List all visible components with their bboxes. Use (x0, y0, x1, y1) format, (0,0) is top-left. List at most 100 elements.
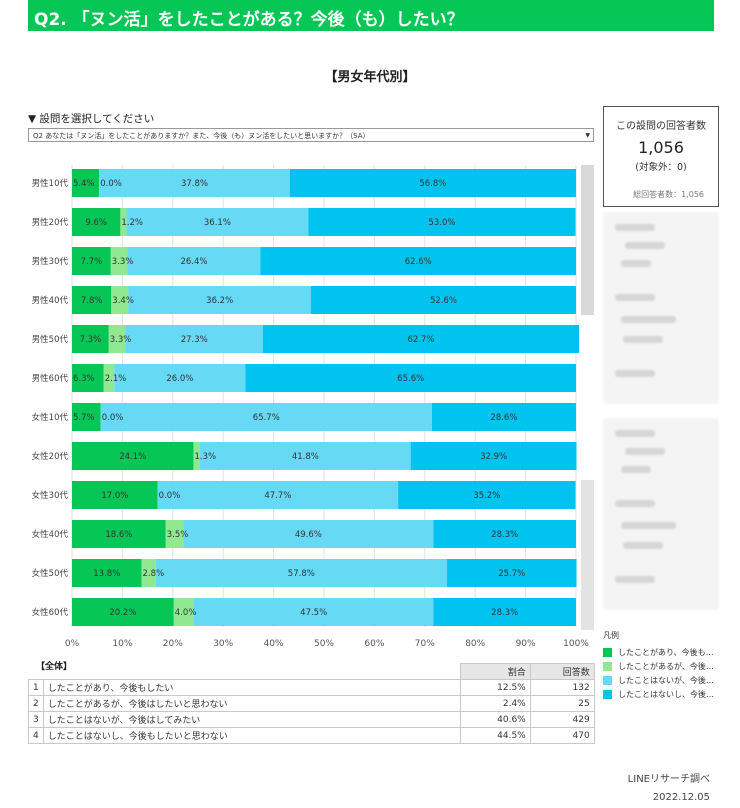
legend-label: したことはないが、今後… (618, 675, 714, 685)
table-cell-ratio: 12.5% (459, 679, 531, 696)
data-label: 3.3% (112, 257, 134, 267)
data-label: 3.4% (112, 296, 134, 306)
chart-scrollbar-thumb[interactable] (581, 480, 594, 630)
table-cell-text: したことがあり、今後もしたい (42, 679, 461, 696)
ratio-header: 割合 (459, 663, 531, 680)
legend-swatch (603, 647, 612, 657)
count-header: 回答数 (529, 663, 595, 680)
category-label: 男性10代 (32, 178, 69, 189)
table-row: 3 したことはないが、今後はしてみたい 40.6% 429 (28, 711, 595, 728)
data-label: 20.2% (109, 608, 136, 618)
category-label: 男性30代 (32, 256, 69, 267)
bar-segment (289, 169, 576, 197)
date-label: 2022.12.05 (652, 792, 710, 803)
category-label: 女性20代 (32, 451, 69, 462)
bar-segment (141, 559, 156, 587)
data-label: 9.6% (85, 218, 107, 228)
bar-segment (120, 208, 127, 236)
data-label: 65.7% (253, 413, 280, 423)
data-label: 56.8% (419, 179, 446, 189)
data-label: 41.8% (292, 452, 319, 462)
category-label: 女性50代 (32, 568, 69, 579)
data-label: 28.6% (490, 413, 517, 423)
bar-segment (108, 325, 126, 353)
x-tick-label: 20% (163, 639, 183, 649)
data-label: 3.3% (110, 335, 132, 345)
bar-segment (72, 286, 112, 314)
bar-segment (72, 325, 109, 353)
data-label: 36.1% (204, 218, 231, 228)
page-title: Q2. 「ヌン活」をしたことがある？今後（も）したい？ (34, 10, 464, 30)
data-label: 26.0% (166, 374, 193, 384)
bar-segment (200, 442, 411, 470)
x-tick-label: 10% (112, 639, 132, 649)
table-cell-ratio: 40.6% (459, 711, 531, 728)
data-label: 17.0% (101, 491, 128, 501)
respondent-total: 総回答者数：1,056 (633, 190, 704, 199)
bar-segment (433, 598, 576, 626)
data-label: 2.8% (143, 569, 165, 579)
summary-label: 【全体】 (36, 662, 73, 672)
category-label: 男性60代 (32, 373, 69, 384)
data-label: 0.0% (100, 179, 122, 189)
bar-segment (72, 364, 104, 392)
respondent-count-value: 1,056 (638, 138, 684, 157)
question-select[interactable]: Q2 あなたは「ヌン活」をしたことがありますか？また、今後（も）ヌン活をしたいと… (28, 128, 594, 142)
chart-scrollbar-thumb[interactable] (581, 165, 594, 315)
bar-segment (193, 598, 434, 626)
legend-swatch (603, 689, 612, 699)
category-label: 女性40代 (32, 529, 69, 540)
bar-segment (111, 286, 129, 314)
data-label: 7.3% (80, 335, 102, 345)
table-cell-text: したことがあるが、今後はしたいと思わない (42, 695, 461, 712)
bar-segment (165, 520, 184, 548)
bar-segment (157, 481, 399, 509)
bar-segment (72, 481, 158, 509)
bar-segment (155, 559, 447, 587)
data-label: 7.8% (81, 296, 103, 306)
category-label: 男性50代 (32, 334, 69, 345)
bar-segment (125, 325, 264, 353)
bar-segment (72, 520, 166, 548)
data-label: 1.3% (194, 452, 216, 462)
x-tick-label: 90% (516, 639, 536, 649)
bar-segment (127, 247, 261, 275)
data-label: 0.0% (102, 413, 124, 423)
x-tick-label: 80% (465, 639, 485, 649)
table-cell-text: したことはないが、今後はしてみたい (42, 711, 461, 728)
data-label: 0.0% (159, 491, 181, 501)
section-title: 【男女年代別】 (324, 70, 416, 85)
data-label: 53.0% (428, 218, 455, 228)
data-label: 62.7% (408, 335, 435, 345)
data-label: 52.6% (430, 296, 457, 306)
legend-item[interactable]: したことがあり、今後も… (603, 645, 714, 659)
table-row: 1 したことがあり、今後もしたい 12.5% 132 (28, 679, 595, 696)
bar-segment (72, 442, 194, 470)
question-select-value: Q2 あなたは「ヌン活」をしたことがありますか？また、今後（も）ヌン活をしたいと… (33, 132, 370, 140)
data-label: 57.8% (288, 569, 315, 579)
table-cell-text: したことはないし、今後もしたいと思わない (42, 727, 461, 744)
data-label: 28.3% (491, 530, 518, 540)
bar-segment (431, 403, 576, 431)
blurred-panel (603, 212, 719, 404)
data-label: 6.3% (73, 374, 95, 384)
bar-segment (103, 364, 115, 392)
legend-item[interactable]: したことはないが、今後… (603, 673, 714, 687)
header-bar (28, 0, 714, 31)
bar-segment (126, 208, 309, 236)
data-label: 18.6% (105, 530, 132, 540)
data-label: 36.2% (206, 296, 233, 306)
legend-label: したことがあるが、今後… (618, 661, 714, 671)
data-label: 5.4% (73, 179, 95, 189)
x-tick-label: 60% (364, 639, 384, 649)
bar-segment (263, 325, 580, 353)
data-label: 1.2% (121, 218, 143, 228)
category-label: 男性20代 (32, 217, 69, 228)
table-cell-no: 1 (28, 679, 44, 696)
legend-label: したことがあり、今後も… (618, 647, 714, 657)
legend-item[interactable]: したことはないし、今後… (603, 687, 714, 701)
dropdown-arrow-icon[interactable]: ▼ (585, 132, 590, 139)
legend-item[interactable]: したことがあるが、今後… (603, 659, 714, 673)
bar-segment (72, 598, 174, 626)
bar-segment (128, 286, 311, 314)
